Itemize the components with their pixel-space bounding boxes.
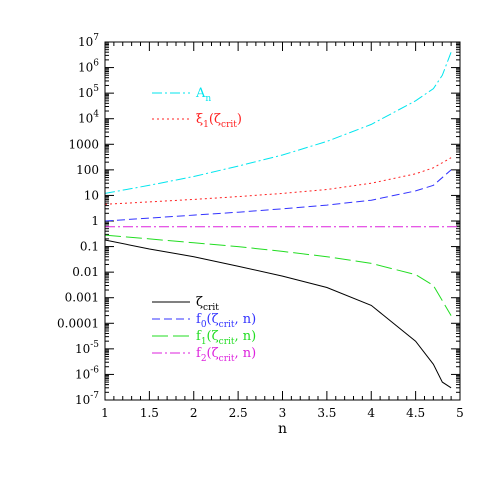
y-tick-label: 1 (91, 214, 99, 228)
plot-lines (104, 52, 460, 389)
legend-label-f0: f0(ζcrit, n) (196, 312, 256, 330)
x-tick-label: 1 (101, 406, 109, 420)
series-line-f0 (104, 169, 452, 222)
y-tick-label: 10-7 (75, 391, 99, 407)
series-line-xi1 (104, 157, 452, 205)
x-tick-label: 3 (279, 406, 287, 420)
x-tick-label: 5 (456, 406, 464, 420)
x-tick-label: 1.5 (140, 406, 159, 420)
y-tick-label: 107 (78, 33, 99, 49)
tick-labels: 1 1.5 2 2.5 3 3.5 4 4.5 5 10-7 10-6 10-5 0.0001 0.001… (57, 33, 464, 420)
legend-label-A_n: An (195, 86, 211, 104)
plot-frame (104, 41, 461, 401)
legend-label-f2: f2(ζcrit, n) (196, 346, 256, 364)
y-tick-label: 10-5 (75, 340, 99, 356)
x-tick-label: 4.5 (406, 406, 425, 420)
y-tick-label: 104 (78, 110, 99, 126)
x-tick-label: 4 (367, 406, 375, 420)
legend-label-xi1: ξ1(ζcrit) (196, 112, 242, 130)
legend-label-zeta_crit: ζcrit (196, 295, 219, 313)
y-tick-label: 1000 (68, 137, 99, 151)
series-line-f1 (104, 234, 452, 316)
y-tick-label: 0.0001 (57, 316, 99, 330)
series-line-zeta_crit (104, 239, 452, 389)
x-tick-label: 2.5 (229, 406, 248, 420)
x-axis-label: n (278, 421, 287, 437)
x-tick-label: 3.5 (317, 406, 336, 420)
y-tick-label: 106 (78, 59, 99, 75)
y-tick-label: 105 (78, 84, 99, 100)
y-tick-label: 0.1 (80, 240, 99, 254)
y-tick-label: 10 (84, 188, 99, 202)
y-tick-label: 10-6 (75, 365, 99, 381)
y-tick-label: 0.01 (72, 265, 99, 279)
y-tick-label: 0.001 (65, 291, 99, 305)
x-tick-label: 2 (190, 406, 198, 420)
axis-ticks (104, 41, 461, 401)
series-line-A_n (104, 52, 452, 194)
legend-label-f1: f1(ζcrit, n) (196, 329, 256, 347)
y-tick-label: 100 (76, 163, 99, 177)
